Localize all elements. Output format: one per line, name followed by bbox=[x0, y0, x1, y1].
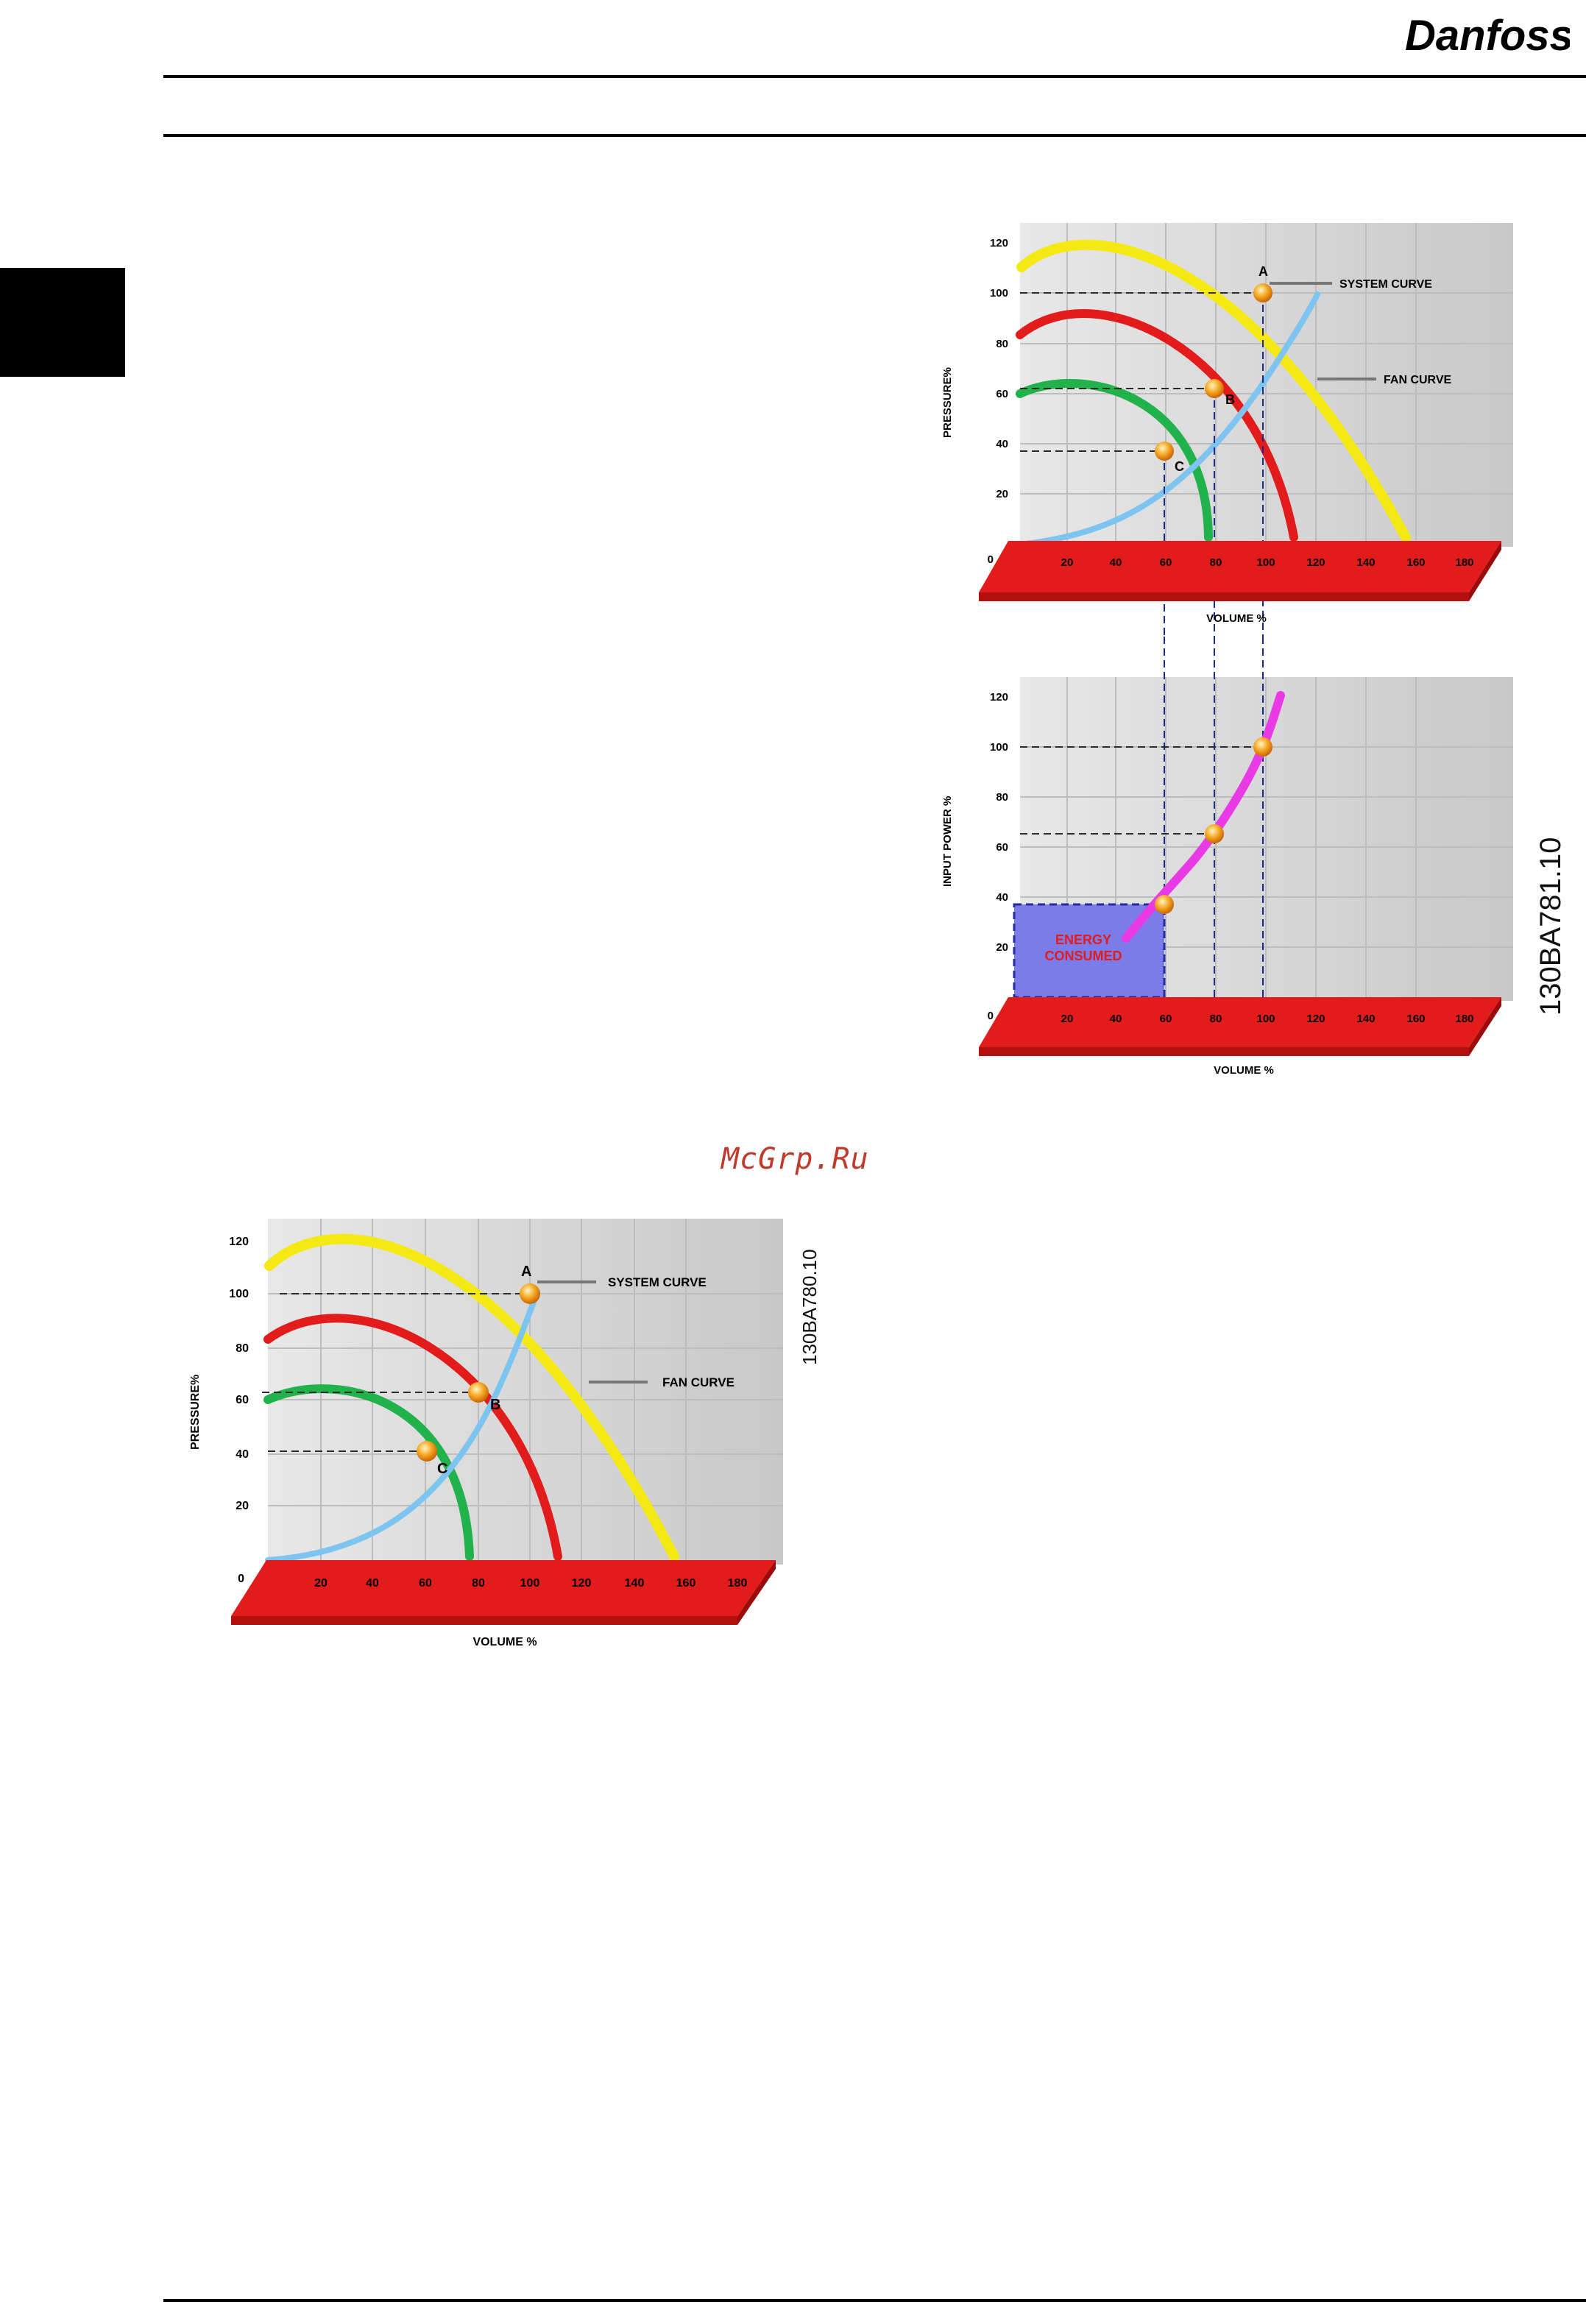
figure-top-code: 130BA781.10 bbox=[1534, 837, 1567, 1016]
fan-curve-label: FAN CURVE bbox=[1384, 374, 1451, 386]
svg-text:B: B bbox=[490, 1397, 500, 1413]
system-curve bbox=[1017, 291, 1320, 548]
svg-text:20: 20 bbox=[1061, 556, 1074, 569]
fan-curve-80 bbox=[1016, 309, 1298, 542]
ylabel: INPUT POWER % bbox=[941, 796, 954, 887]
ylabel: PRESSURE% bbox=[941, 367, 954, 438]
svg-text:180: 180 bbox=[1455, 1013, 1473, 1025]
svg-text:180: 180 bbox=[1455, 556, 1473, 569]
figure-bottom-code: 130BA780.10 bbox=[799, 1249, 821, 1365]
svg-text:60: 60 bbox=[1160, 556, 1172, 569]
svg-text:20: 20 bbox=[996, 941, 1008, 954]
xlabel: VOLUME % bbox=[1214, 1064, 1274, 1077]
energy-label-line2: CONSUMED bbox=[1044, 949, 1122, 963]
svg-text:80: 80 bbox=[1210, 1013, 1222, 1025]
svg-text:100: 100 bbox=[229, 1288, 249, 1300]
header-rule-top bbox=[163, 75, 1586, 78]
svg-text:120: 120 bbox=[990, 691, 1008, 704]
svg-text:40: 40 bbox=[996, 438, 1008, 450]
axis-floor bbox=[979, 541, 1501, 592]
svg-text:60: 60 bbox=[996, 388, 1008, 400]
svg-text:80: 80 bbox=[996, 338, 1008, 350]
svg-text:0: 0 bbox=[238, 1573, 244, 1585]
fan-curve-100 bbox=[1016, 239, 1411, 542]
svg-text:C: C bbox=[437, 1461, 447, 1477]
danfoss-logo: Danfoss bbox=[1405, 12, 1570, 60]
label-c: C bbox=[1175, 459, 1184, 474]
svg-text:80: 80 bbox=[996, 791, 1008, 804]
svg-text:60: 60 bbox=[419, 1577, 432, 1590]
point-a bbox=[1253, 283, 1272, 302]
svg-text:100: 100 bbox=[1256, 556, 1275, 569]
chapter-tab bbox=[0, 268, 125, 377]
system-curve-label: SYSTEM CURVE bbox=[608, 1275, 707, 1289]
svg-text:120: 120 bbox=[572, 1577, 592, 1590]
logo-text: Danfoss bbox=[1405, 12, 1570, 60]
svg-text:80: 80 bbox=[236, 1342, 249, 1355]
svg-text:60: 60 bbox=[236, 1394, 249, 1406]
svg-text:100: 100 bbox=[520, 1577, 540, 1590]
svg-text:100: 100 bbox=[990, 741, 1008, 754]
svg-text:120: 120 bbox=[1306, 1013, 1325, 1025]
svg-text:140: 140 bbox=[625, 1577, 645, 1590]
svg-text:80: 80 bbox=[472, 1577, 485, 1590]
svg-text:40: 40 bbox=[236, 1448, 249, 1461]
energy-label-line1: ENERGY bbox=[1055, 932, 1111, 947]
svg-text:160: 160 bbox=[1406, 1013, 1425, 1025]
svg-text:VOLUME %: VOLUME % bbox=[472, 1636, 537, 1648]
svg-text:140: 140 bbox=[1356, 556, 1375, 569]
watermark: McGrp.Ru bbox=[721, 1142, 869, 1176]
svg-text:80: 80 bbox=[1210, 556, 1222, 569]
svg-text:100: 100 bbox=[1256, 1013, 1275, 1025]
fan-curve-label: FAN CURVE bbox=[662, 1375, 734, 1389]
point-c bbox=[1155, 442, 1174, 461]
svg-text:120: 120 bbox=[1306, 556, 1325, 569]
svg-text:120: 120 bbox=[990, 237, 1008, 249]
label-b: B bbox=[1225, 392, 1235, 407]
point-b bbox=[1205, 379, 1224, 398]
svg-text:40: 40 bbox=[1110, 556, 1122, 569]
footer-rule bbox=[163, 2299, 1586, 2302]
svg-text:140: 140 bbox=[1356, 1013, 1375, 1025]
svg-text:120: 120 bbox=[229, 1236, 249, 1248]
svg-text:20: 20 bbox=[1061, 1013, 1074, 1025]
svg-text:160: 160 bbox=[1406, 556, 1425, 569]
svg-text:40: 40 bbox=[996, 891, 1008, 904]
figure-top-pressure-chart: A B C SYSTEM CURVE FAN CURVE 120 100 80 … bbox=[941, 223, 1513, 637]
svg-text:PRESSURE%: PRESSURE% bbox=[189, 1375, 202, 1450]
svg-text:180: 180 bbox=[728, 1577, 748, 1590]
svg-text:0: 0 bbox=[988, 553, 994, 566]
svg-text:0: 0 bbox=[988, 1010, 994, 1022]
figure-bottom-pressure-chart: A B C SYSTEM CURVE FAN CURVE 120 100 80 … bbox=[189, 1219, 783, 1648]
label-a: A bbox=[1258, 264, 1268, 279]
svg-text:20: 20 bbox=[314, 1577, 328, 1590]
system-curve-label: SYSTEM CURVE bbox=[1339, 278, 1432, 291]
svg-text:100: 100 bbox=[990, 287, 1008, 300]
svg-text:40: 40 bbox=[366, 1577, 379, 1590]
figure-top-power-chart: ENERGY CONSUMED 120 100 80 60 40 20 0 IN… bbox=[941, 637, 1513, 1077]
svg-text:20: 20 bbox=[236, 1500, 249, 1512]
fan-curve-60 bbox=[1016, 379, 1213, 542]
header-rule-bottom bbox=[163, 134, 1586, 137]
svg-text:160: 160 bbox=[676, 1577, 696, 1590]
xlabel: VOLUME % bbox=[1206, 612, 1267, 625]
svg-text:60: 60 bbox=[1160, 1013, 1172, 1025]
svg-text:40: 40 bbox=[1110, 1013, 1122, 1025]
svg-text:20: 20 bbox=[996, 488, 1008, 500]
svg-text:A: A bbox=[521, 1264, 531, 1280]
svg-text:60: 60 bbox=[996, 841, 1008, 854]
